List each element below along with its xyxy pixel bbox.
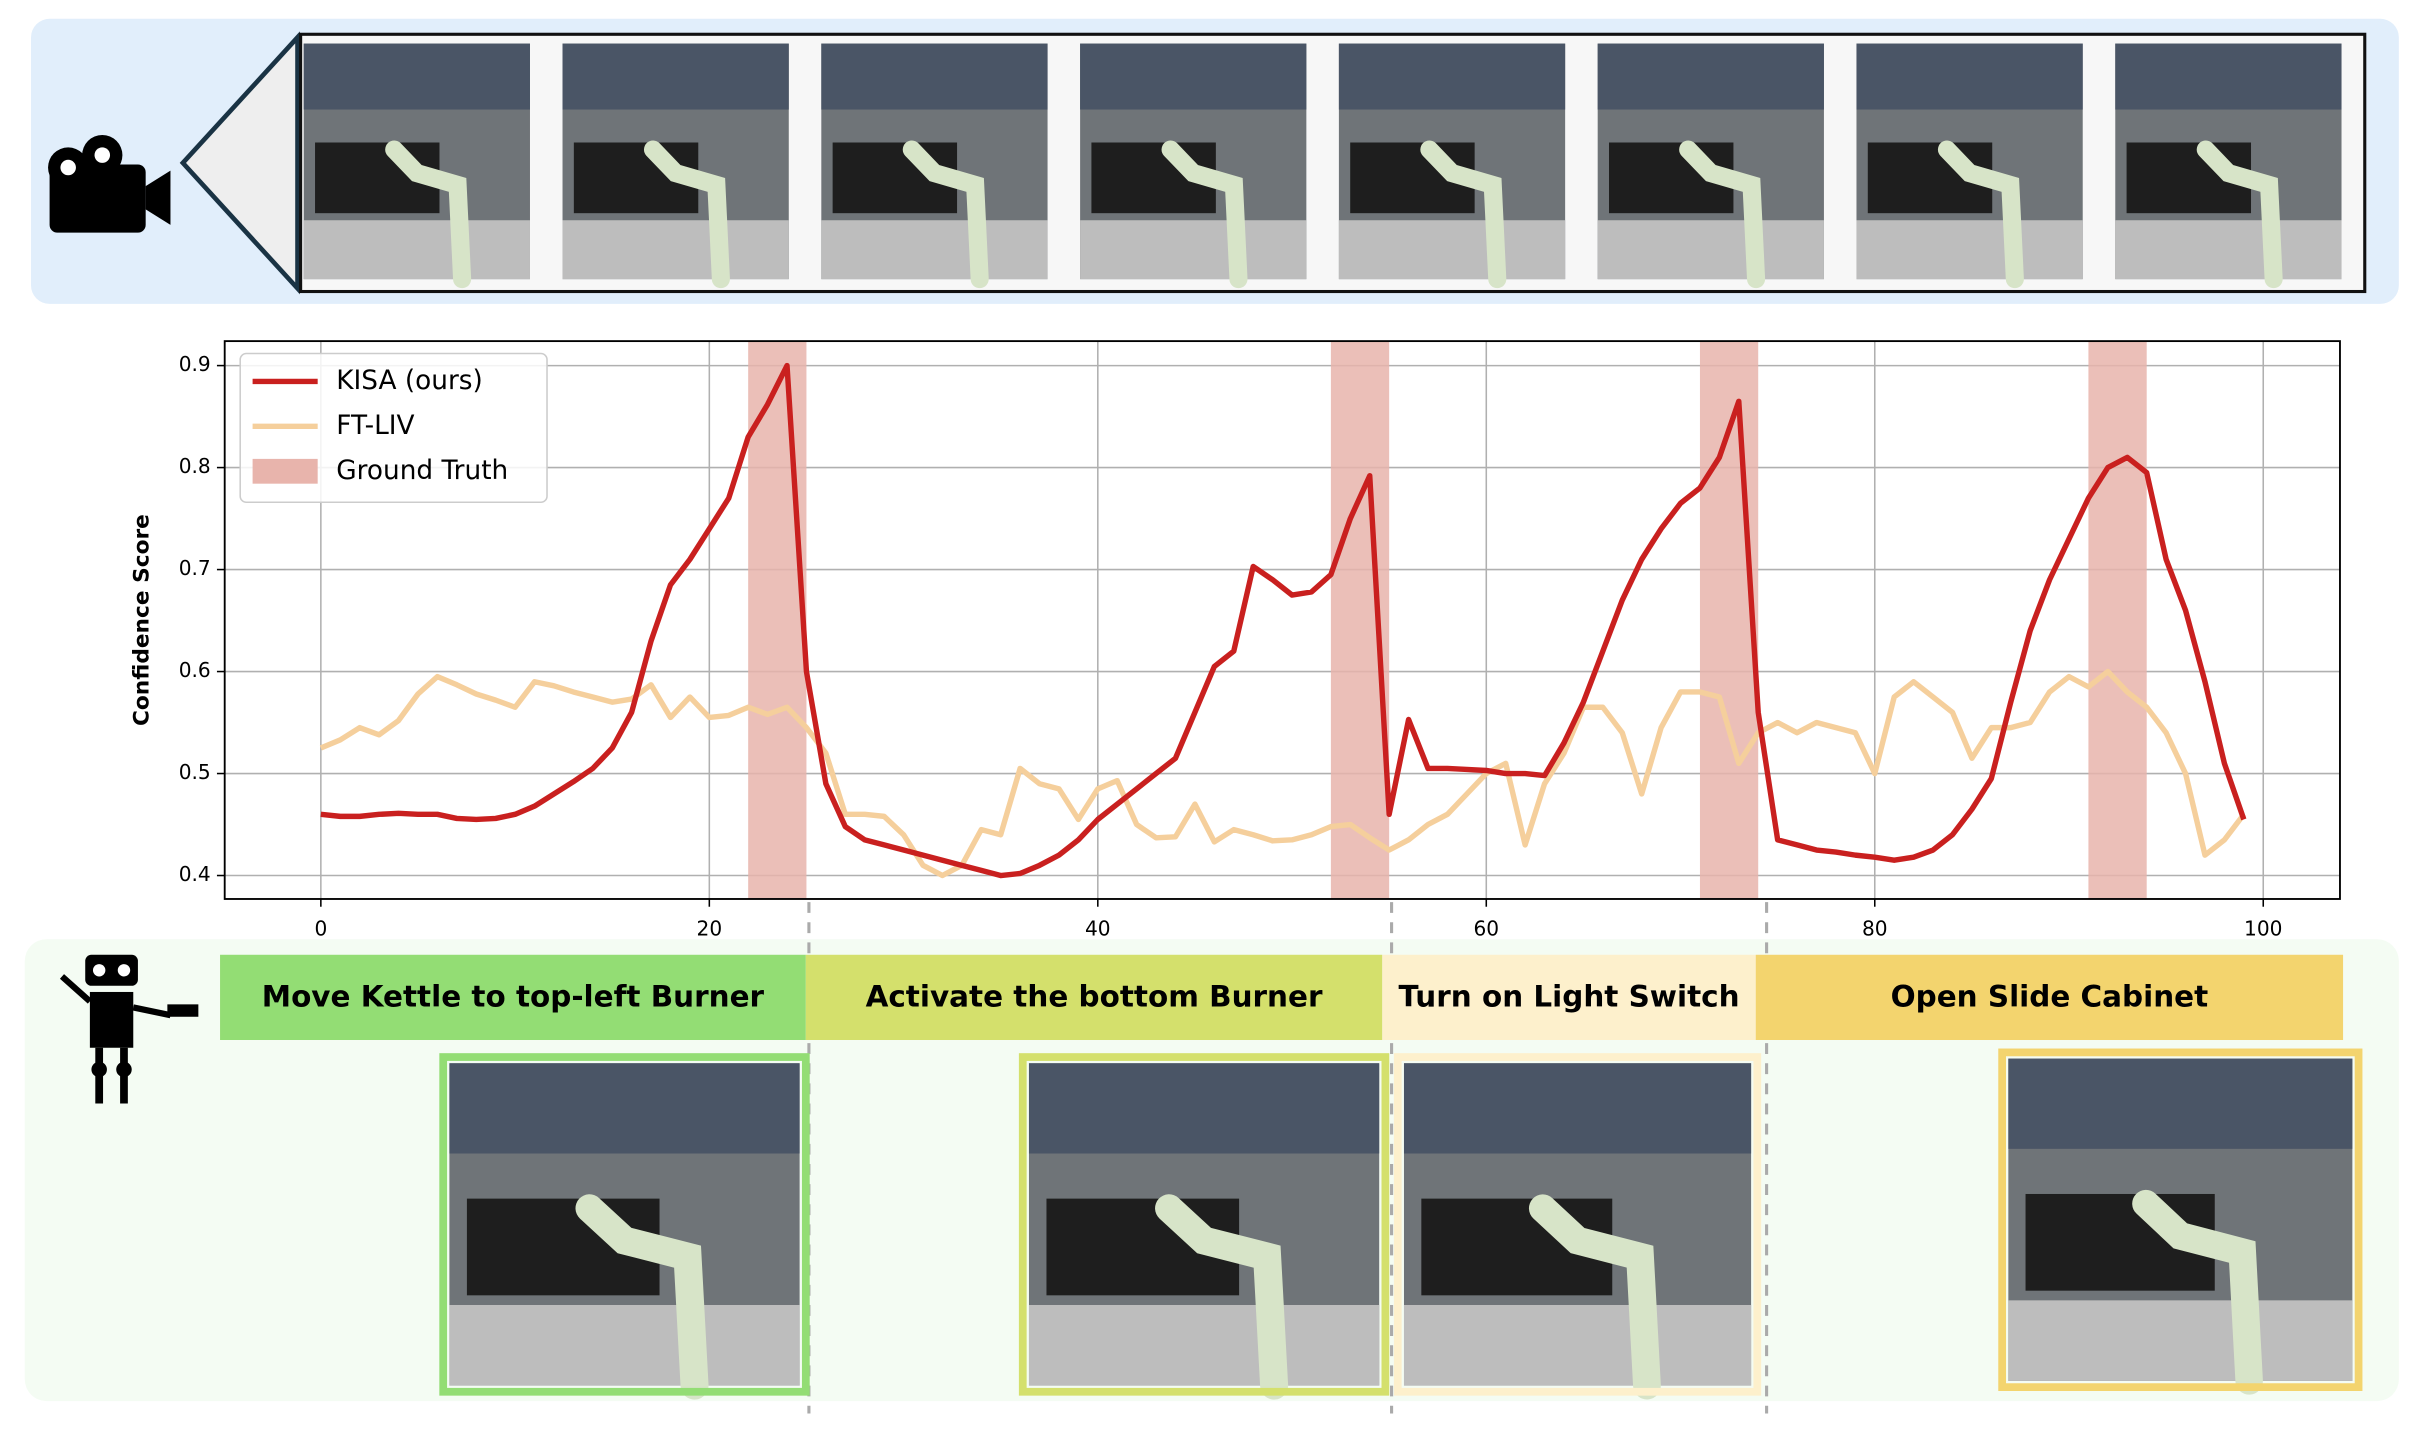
series-line bbox=[319, 668, 2246, 879]
ground-truth-span bbox=[2088, 341, 2147, 899]
scene-robot-arm bbox=[1420, 140, 1507, 289]
scene-cabinet bbox=[2115, 43, 2342, 110]
scene-cabinet bbox=[1338, 43, 1566, 110]
scene-cabinet bbox=[821, 43, 1048, 110]
task-bar bbox=[220, 954, 806, 1041]
x-tick-label: 60 bbox=[1473, 916, 1499, 940]
scene-robot-arm bbox=[1161, 140, 1248, 289]
x-tick-label: 100 bbox=[2244, 916, 2282, 940]
x-tick-label: 80 bbox=[1862, 916, 1888, 940]
scene-floor bbox=[1028, 1304, 1380, 1386]
scene-cabinet bbox=[1028, 1063, 1380, 1154]
key-frame-border bbox=[1393, 1053, 1762, 1396]
scene-cabinet bbox=[449, 1063, 800, 1154]
plot-frame bbox=[223, 340, 2341, 900]
scene-floor bbox=[449, 1304, 800, 1386]
camera-icon bbox=[48, 31, 300, 295]
scene-floor bbox=[1856, 220, 2083, 280]
ground-truth-span bbox=[748, 341, 807, 899]
scene-floor bbox=[1080, 220, 1307, 280]
scene-floor bbox=[1403, 1304, 1752, 1386]
scene-robot-arm bbox=[2132, 1189, 2263, 1395]
scene-cabinet bbox=[1856, 43, 2083, 110]
scene-robot-arm bbox=[1155, 1194, 1289, 1400]
scene-floor bbox=[303, 220, 530, 280]
scene-cabinet bbox=[2008, 1058, 2353, 1149]
scene-floor bbox=[2008, 1300, 2353, 1381]
legend-label: KISA (ours) bbox=[336, 366, 482, 396]
task-bar bbox=[1755, 954, 2344, 1041]
task-label: Move Kettle to top-left Burner bbox=[262, 980, 765, 1014]
scene-cabinet bbox=[1597, 43, 1824, 110]
scene-robot-arm bbox=[1528, 1194, 1661, 1400]
y-tick-label: 0.4 bbox=[179, 862, 211, 886]
key-frame-border bbox=[439, 1053, 810, 1396]
x-tick-label: 20 bbox=[697, 916, 723, 940]
series-line bbox=[320, 362, 2247, 879]
scene-floor bbox=[1597, 220, 1824, 280]
scene-floor bbox=[1338, 220, 1566, 280]
y-tick-label: 0.7 bbox=[179, 556, 211, 580]
scene-cabinet bbox=[1080, 43, 1307, 110]
scene-cabinet bbox=[562, 43, 789, 110]
task-bar bbox=[805, 954, 1383, 1041]
scene-floor bbox=[562, 220, 789, 280]
y-tick-label: 0.8 bbox=[179, 454, 211, 478]
scene-robot-arm bbox=[643, 140, 730, 289]
y-axis-label: Confidence Score bbox=[130, 514, 155, 726]
scene-robot-arm bbox=[1679, 140, 1766, 289]
task-label: Turn on Light Switch bbox=[1398, 980, 1739, 1014]
scene-floor bbox=[821, 220, 1048, 280]
x-tick-label: 0 bbox=[314, 916, 327, 940]
scene-robot-arm bbox=[575, 1194, 709, 1400]
scene-cabinet bbox=[303, 43, 530, 110]
scene-robot-arm bbox=[2196, 140, 2283, 289]
scene-robot-arm bbox=[1937, 140, 2024, 289]
key-frame-border bbox=[1018, 1053, 1390, 1396]
y-tick-label: 0.6 bbox=[179, 658, 211, 682]
y-tick-label: 0.5 bbox=[179, 760, 211, 784]
key-frame-border bbox=[1998, 1048, 2363, 1391]
robot-icon bbox=[59, 954, 199, 1104]
scene-cabinet bbox=[1403, 1063, 1752, 1154]
scene-robot-arm bbox=[385, 140, 472, 289]
scene-floor bbox=[2115, 220, 2342, 280]
scene-robot-arm bbox=[902, 140, 989, 289]
legend-label: FT-LIV bbox=[336, 411, 414, 441]
x-tick-label: 40 bbox=[1085, 916, 1111, 940]
legend-label: Ground Truth bbox=[336, 456, 508, 486]
task-bar bbox=[1382, 954, 1756, 1041]
plot-area bbox=[224, 341, 2340, 899]
y-tick-label: 0.9 bbox=[179, 352, 211, 376]
task-label: Activate the bottom Burner bbox=[866, 980, 1323, 1014]
legend-swatch bbox=[252, 458, 318, 484]
task-label: Open Slide Cabinet bbox=[1891, 980, 2209, 1014]
